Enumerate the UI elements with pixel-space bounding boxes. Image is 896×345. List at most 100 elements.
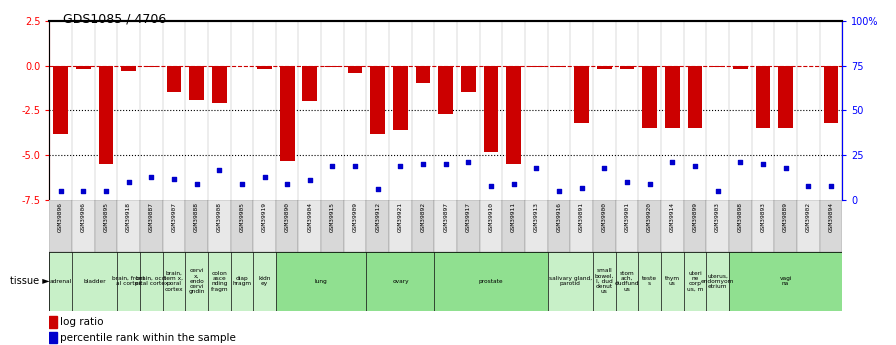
Text: GSM39905: GSM39905 (239, 201, 245, 231)
Bar (117, 252, 140, 310)
Text: GSM39908: GSM39908 (217, 201, 221, 231)
Point (733, 160, 747, 165)
Bar (823, 66, 839, 123)
Bar (49, 332, 57, 344)
Bar (638, 252, 661, 310)
Bar (257, 66, 271, 69)
Bar (801, 66, 815, 67)
Bar (144, 66, 159, 67)
Bar (416, 66, 430, 83)
Bar (140, 200, 162, 252)
Bar (665, 66, 680, 128)
Point (303, 178, 317, 183)
Point (167, 176, 181, 181)
Point (711, 188, 725, 194)
Bar (348, 66, 363, 73)
Text: GSM39915: GSM39915 (330, 201, 335, 231)
Point (189, 181, 203, 187)
Bar (140, 252, 162, 310)
Text: GDS1085 / 4706: GDS1085 / 4706 (63, 12, 166, 25)
Point (642, 181, 657, 187)
Bar (162, 252, 185, 310)
Point (552, 188, 566, 194)
Bar (366, 200, 389, 252)
Text: GSM39890: GSM39890 (285, 201, 289, 231)
Bar (461, 66, 476, 92)
Point (144, 174, 159, 179)
Text: GSM39893: GSM39893 (761, 201, 765, 231)
Bar (162, 200, 185, 252)
Point (280, 181, 295, 187)
Text: thym
us: thym us (665, 276, 680, 286)
Point (461, 160, 476, 165)
Text: GSM39916: GSM39916 (556, 201, 562, 231)
Bar (325, 66, 340, 67)
Bar (280, 66, 295, 161)
Bar (72, 252, 117, 310)
Text: lung: lung (314, 279, 328, 284)
Bar (706, 252, 729, 310)
Point (620, 179, 634, 185)
Bar (774, 200, 797, 252)
Bar (389, 200, 412, 252)
Text: cervi
x,
endo
cervi
gndin: cervi x, endo cervi gndin (188, 268, 204, 295)
Point (801, 183, 815, 188)
Text: kidn
ey: kidn ey (258, 276, 271, 286)
Bar (95, 200, 117, 252)
Bar (661, 252, 684, 310)
Point (212, 167, 227, 172)
Bar (208, 252, 230, 310)
Bar (729, 252, 842, 310)
Bar (752, 200, 774, 252)
Text: uterus,
endomyom
etrium: uterus, endomyom etrium (701, 273, 735, 289)
Bar (620, 66, 634, 69)
Bar (53, 66, 68, 134)
Text: GSM39898: GSM39898 (737, 201, 743, 231)
Bar (235, 66, 249, 67)
Point (348, 163, 362, 169)
Bar (755, 66, 771, 128)
Point (506, 181, 521, 187)
Text: bladder: bladder (83, 279, 106, 284)
Bar (642, 66, 657, 128)
Text: GSM39894: GSM39894 (829, 201, 833, 231)
Point (99, 188, 113, 194)
Point (371, 187, 385, 192)
Bar (529, 66, 544, 67)
Text: brain, front
al cortex: brain, front al cortex (112, 276, 145, 286)
Text: GSM39888: GSM39888 (194, 201, 199, 231)
Bar (211, 66, 227, 103)
Bar (230, 252, 254, 310)
Bar (49, 200, 72, 252)
Text: GSM39896: GSM39896 (58, 201, 63, 231)
Text: GSM39889: GSM39889 (783, 201, 788, 231)
Point (574, 185, 589, 190)
Bar (393, 66, 408, 130)
Bar (593, 252, 616, 310)
Text: GSM39892: GSM39892 (420, 201, 426, 231)
Bar (503, 200, 525, 252)
Text: GSM39910: GSM39910 (488, 201, 494, 231)
Bar (729, 200, 752, 252)
Bar (706, 200, 729, 252)
Point (756, 161, 771, 167)
Bar (571, 200, 593, 252)
Bar (366, 252, 435, 310)
Bar (457, 200, 479, 252)
Bar (230, 200, 254, 252)
Bar (525, 200, 547, 252)
Text: colon
asce
nding
fragm: colon asce nding fragm (211, 270, 228, 292)
Bar (616, 200, 638, 252)
Text: GSM39897: GSM39897 (444, 201, 448, 231)
Bar (370, 66, 385, 134)
Text: GSM39919: GSM39919 (262, 201, 267, 231)
Bar (72, 200, 95, 252)
Text: brain, occi
pital cortex: brain, occi pital cortex (134, 276, 168, 286)
Text: GSM39904: GSM39904 (307, 201, 313, 231)
Bar (254, 200, 276, 252)
Text: GSM39891: GSM39891 (579, 201, 584, 231)
Text: small
bowel,
I, dud
denut
us: small bowel, I, dud denut us (595, 268, 614, 295)
Bar (638, 200, 661, 252)
Bar (276, 200, 298, 252)
Text: adrenal: adrenal (49, 279, 72, 284)
